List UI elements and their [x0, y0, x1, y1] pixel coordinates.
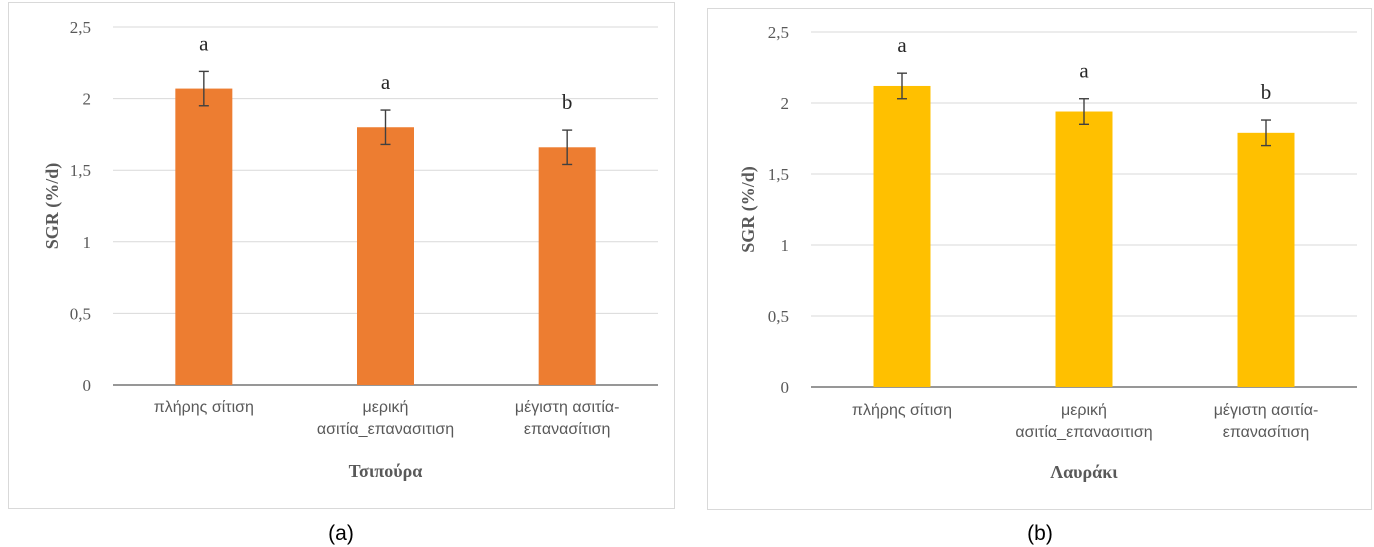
chart-a-panel-label: (a): [328, 522, 354, 545]
chart-b-category-label-line: μέγιστη ασιτία-: [1214, 402, 1319, 419]
chart-b-ytick-label: 0,5: [768, 307, 789, 326]
chart-a-category-label: πλήρης σίτιση: [154, 399, 254, 416]
chart-a-x-axis-title: Τσιπούρα: [349, 461, 423, 481]
chart-b-category-label-line: επανασίτιση: [1223, 424, 1310, 441]
chart-a-significance-label: a: [381, 70, 391, 94]
chart-b-ytick-label: 2,5: [768, 23, 789, 42]
chart-b-ytick-label: 1: [781, 236, 790, 255]
chart-a-bar: [175, 88, 233, 386]
chart-b-bar: [1237, 132, 1295, 387]
chart-b-ytick-label: 2: [781, 94, 790, 113]
chart-b-y-axis-title: SGR (%/d): [738, 166, 759, 253]
chart-b-bar: [1055, 111, 1113, 388]
chart-b-category-label: μερική ασιτία_επανασιτιση: [1015, 402, 1152, 441]
chart-a-bar: [538, 147, 596, 385]
chart-a-y-axis-title: SGR (%/d): [42, 163, 63, 250]
chart-a-bar: [357, 127, 414, 386]
chart-b-significance-label: a: [1079, 59, 1089, 83]
chart-b-bar: [873, 85, 931, 388]
chart-a-ytick-label: 0: [83, 376, 92, 395]
chart-a-category-label-line: πλήρης σίτιση: [154, 399, 254, 416]
chart-b-category-label-line: πλήρης σίτιση: [852, 402, 952, 419]
chart-a-ytick-label: 2,5: [70, 18, 91, 37]
chart-b-category-label-line: μερική: [1061, 402, 1107, 419]
chart-b-ytick-label: 1,5: [768, 165, 789, 184]
chart-a-category-label-line: μέγιστη ασιτία-: [515, 399, 620, 416]
chart-a-significance-label: a: [199, 31, 209, 55]
chart-a-category-label-line: ασιτία_επανασιτιση: [317, 421, 454, 438]
chart-b-panel-label: (b): [1027, 522, 1053, 545]
chart-a-category-label-line: επανασίτιση: [524, 421, 611, 438]
chart-a-ytick-label: 1,5: [70, 161, 91, 180]
chart-a-category-label-line: μερική: [363, 399, 409, 416]
chart-b-significance-label: b: [1261, 80, 1272, 104]
chart-a-category-label: μέγιστη ασιτία-επανασίτιση: [515, 399, 620, 438]
chart-b-significance-label: a: [897, 33, 907, 57]
chart-a-ytick-label: 1: [83, 233, 92, 252]
chart-b-category-label: μέγιστη ασιτία-επανασίτιση: [1214, 402, 1319, 441]
chart-b-x-axis-title: Λαυράκι: [1050, 462, 1118, 482]
chart-a-category-label: μερική ασιτία_επανασιτιση: [317, 399, 454, 438]
chart-b-category-label-line: ασιτία_επανασιτιση: [1015, 424, 1152, 441]
chart-b-ytick-label: 0: [781, 378, 790, 397]
chart-a-ytick-label: 2: [83, 90, 92, 109]
chart-b-category-label: πλήρης σίτιση: [852, 402, 952, 419]
chart-a-significance-label: b: [562, 90, 573, 114]
chart-a-ytick-label: 0,5: [70, 304, 91, 323]
